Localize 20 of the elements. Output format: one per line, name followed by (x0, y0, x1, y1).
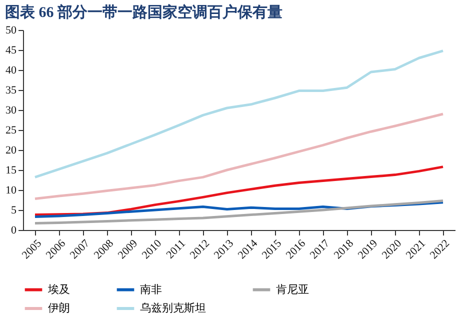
legend-label: 伊朗 (48, 302, 70, 314)
legend-label: 肯尼亚 (276, 282, 309, 296)
line-series (34, 200, 444, 224)
line-series (34, 112, 444, 200)
line-series (34, 50, 444, 178)
y-tick-label: 30 (6, 104, 17, 116)
y-tick-label: 5 (11, 204, 17, 216)
y-tick-label: 0 (11, 224, 17, 236)
legend-label: 埃及 (47, 282, 70, 296)
y-tick-label: 20 (6, 144, 17, 156)
y-tick-label: 35 (6, 84, 17, 96)
y-tick-label: 15 (6, 164, 17, 176)
y-tick-label: 25 (6, 124, 17, 136)
y-tick-label: 45 (6, 44, 17, 56)
y-tick-label: 10 (6, 184, 17, 196)
y-tick-label: 50 (6, 24, 17, 36)
chart-title: 图表 66 部分一带一路国家空调百户保有量 (5, 3, 282, 21)
legend-label: 南非 (140, 282, 162, 296)
legend-label: 乌兹别克斯坦 (140, 302, 206, 314)
y-tick-label: 40 (6, 64, 17, 76)
